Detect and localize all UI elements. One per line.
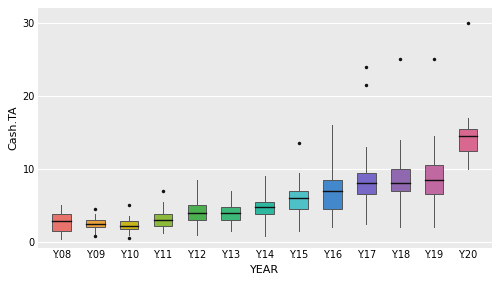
Bar bbox=[289, 191, 308, 209]
Bar bbox=[458, 129, 477, 151]
Bar bbox=[52, 214, 70, 231]
Bar bbox=[391, 169, 409, 191]
Bar bbox=[86, 220, 104, 227]
Bar bbox=[188, 205, 206, 220]
Bar bbox=[323, 180, 342, 209]
Y-axis label: Cash.TA: Cash.TA bbox=[8, 106, 18, 150]
Bar bbox=[222, 207, 240, 220]
X-axis label: YEAR: YEAR bbox=[250, 265, 279, 275]
Bar bbox=[256, 202, 274, 214]
Bar bbox=[425, 165, 444, 194]
Bar bbox=[120, 222, 139, 229]
Bar bbox=[357, 173, 376, 194]
Bar bbox=[154, 214, 172, 226]
